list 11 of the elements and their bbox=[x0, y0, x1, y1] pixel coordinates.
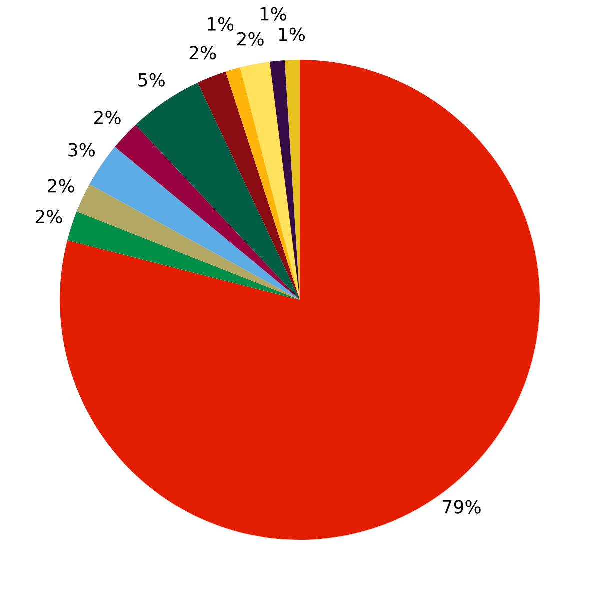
data-label: 2% bbox=[94, 110, 121, 125]
data-label: 2% bbox=[238, 32, 264, 46]
data-label: 2% bbox=[190, 46, 216, 60]
data-label: 1% bbox=[208, 17, 234, 31]
data-label: 1% bbox=[279, 28, 306, 42]
data-label: 2% bbox=[36, 210, 62, 224]
data-label: 3% bbox=[68, 143, 95, 157]
data-label: 79% bbox=[443, 500, 481, 514]
data-label: 1% bbox=[260, 7, 286, 21]
data-label: 5% bbox=[138, 73, 165, 87]
data-label: 2% bbox=[48, 179, 74, 193]
